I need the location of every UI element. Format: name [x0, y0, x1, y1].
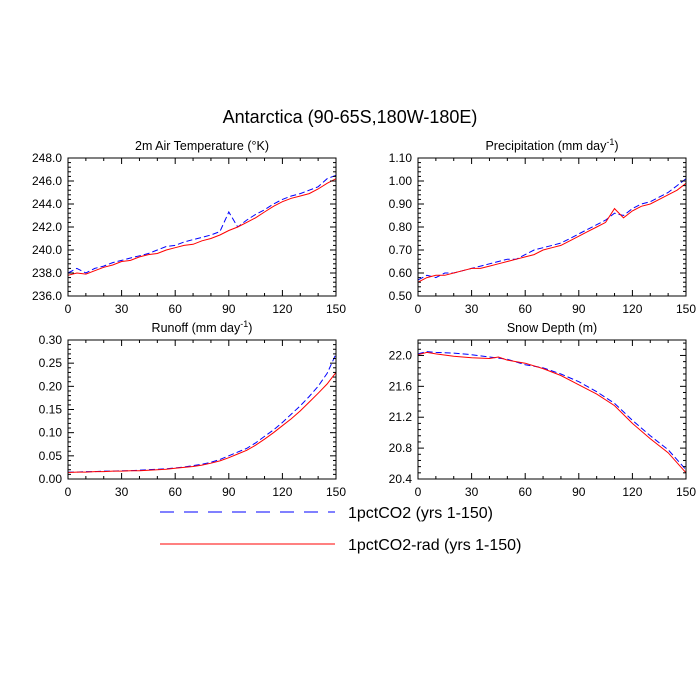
panel-2m-air-temperature-k-x-tick-label: 0: [65, 302, 72, 316]
panel-runoff-mm-day-x-tick-label: 150: [326, 485, 346, 499]
panel-2m-air-temperature-k: 2m Air Temperature (°K) 0 30 60 90 120 150 236.…: [32, 139, 346, 316]
panel-snow-depth-m-y-tick-label: 20.8: [389, 441, 413, 455]
panel-2m-air-temperature-k-x-tick-label: 30: [115, 302, 129, 316]
panel-2m-air-temperature-k-series-1pctco2-yrs-1-150: [67, 174, 337, 274]
panel-runoff-mm-day-series-1pctco2-rad-yrs-1-150: [67, 372, 337, 473]
panel-runoff-mm-day-x-tick-label: 30: [115, 485, 129, 499]
panel-runoff-mm-day-x-tick-label: 120: [272, 485, 292, 499]
panel-2m-air-temperature-k-title: 2m Air Temperature (°K): [135, 139, 269, 153]
panel-snow-depth-m-x-tick-label: 90: [572, 485, 586, 499]
panel-2m-air-temperature-k-y-tick-label: 244.0: [32, 197, 62, 211]
panel-snow-depth-m-x-tick-label: 150: [676, 485, 696, 499]
panel-precipitation-mm-day-x-tick-label: 150: [676, 302, 696, 316]
panel-snow-depth-m: Snow Depth (m) 0 30 60 90 120 150 20.4 20.8 21.2 2…: [389, 321, 697, 499]
panel-precipitation-mm-day-title: Precipitation (mm day-1): [485, 137, 618, 153]
panel-snow-depth-m-y-tick-label: 20.4: [389, 472, 413, 486]
panel-snow-depth-m-title: Snow Depth (m): [507, 321, 597, 335]
panel-runoff-mm-day-x-tick-label: 60: [169, 485, 183, 499]
panel-runoff-mm-day-y-tick-label: 0.20: [39, 379, 63, 393]
panel-2m-air-temperature-k-x-tick-label: 60: [169, 302, 183, 316]
legend-label-1pctCO2: 1pctCO2 (yrs 1-150): [348, 505, 493, 522]
panel-snow-depth-m-y-tick-label: 21.2: [389, 410, 413, 424]
panel-precipitation-mm-day-x-tick-label: 120: [622, 302, 642, 316]
panel-2m-air-temperature-k-x-tick-label: 150: [326, 302, 346, 316]
panel-2m-air-temperature-k-y-tick-label: 248.0: [32, 151, 62, 165]
panel-snow-depth-m-x-tick-label: 120: [622, 485, 642, 499]
panel-runoff-mm-day-title: Runoff (mm day-1): [152, 319, 253, 335]
panel-snow-depth-m-frame: [417, 339, 687, 480]
panel-precipitation-mm-day-y-tick-label: 0.60: [389, 266, 413, 280]
panel-runoff-mm-day-x-tick-label: 0: [65, 485, 72, 499]
panel-precipitation-mm-day-series-1pctco2-rad-yrs-1-150: [417, 182, 687, 283]
panel-runoff-mm-day-y-tick-label: 0.30: [39, 333, 63, 347]
figure-title: Antarctica (90-65S,180W-180E): [223, 107, 478, 127]
panel-snow-depth-m-y-tick-label: 22.0: [389, 348, 413, 362]
panel-runoff-mm-day: Runoff (mm day-1) 0 30 60 90 120 150 0.00 0.05 0.…: [39, 319, 347, 499]
legend-label-1pctCO2-rad: 1pctCO2-rad (yrs 1-150): [348, 537, 521, 554]
panel-2m-air-temperature-k-y-tick-label: 246.0: [32, 174, 62, 188]
panel-precipitation-mm-day-x-tick-label: 30: [465, 302, 479, 316]
panel-runoff-mm-day-series-1pctco2-yrs-1-150: [68, 353, 337, 473]
panel-precipitation-mm-day-y-tick-label: 0.80: [389, 220, 413, 234]
panel-runoff-mm-day-y-tick-label: 0.00: [39, 472, 63, 486]
panel-precipitation-mm-day-y-tick-label: 0.90: [389, 197, 413, 211]
panel-snow-depth-m-series-1pctco2-yrs-1-150: [417, 351, 687, 471]
panel-precipitation-mm-day-x-tick-label: 0: [415, 302, 422, 316]
legend: 1pctCO2 (yrs 1-150) 1pctCO2-rad (yrs 1-1…: [160, 505, 521, 554]
panel-precipitation-mm-day-y-tick-label: 0.70: [389, 243, 413, 257]
panel-runoff-mm-day-y-tick-label: 0.25: [39, 356, 63, 370]
panel-2m-air-temperature-k-y-tick-label: 242.0: [32, 220, 62, 234]
panel-snow-depth-m-y-tick-label: 21.6: [389, 379, 413, 393]
panel-precipitation-mm-day-y-tick-label: 0.50: [389, 289, 413, 303]
panel-2m-air-temperature-k-y-tick-label: 240.0: [32, 243, 62, 257]
panel-2m-air-temperature-k-y-tick-label: 236.0: [32, 289, 62, 303]
panel-runoff-mm-day-y-tick-label: 0.10: [39, 426, 63, 440]
panel-precipitation-mm-day-x-tick-label: 90: [572, 302, 586, 316]
panel-snow-depth-m-x-tick-label: 0: [415, 485, 422, 499]
chart-panels: 2m Air Temperature (°K) 0 30 60 90 120 150 236.…: [32, 137, 696, 499]
panel-runoff-mm-day-y-tick-label: 0.05: [39, 449, 63, 463]
panel-2m-air-temperature-k-x-tick-label: 90: [222, 302, 236, 316]
panel-2m-air-temperature-k-y-tick-label: 238.0: [32, 266, 62, 280]
panel-precipitation-mm-day-y-tick-label: 1.10: [389, 151, 413, 165]
panel-runoff-mm-day-x-tick-label: 90: [222, 485, 236, 499]
panel-2m-air-temperature-k-x-tick-label: 120: [272, 302, 292, 316]
panel-snow-depth-m-x-tick-label: 30: [465, 485, 479, 499]
panel-precipitation-mm-day-y-tick-label: 1.00: [389, 174, 413, 188]
panel-runoff-mm-day-y-tick-label: 0.15: [39, 403, 63, 417]
panel-2m-air-temperature-k-series-1pctco2-rad-yrs-1-150: [67, 178, 337, 276]
panel-precipitation-mm-day-x-tick-label: 60: [519, 302, 533, 316]
panel-precipitation-mm-day: Precipitation (mm day-1) 0 30 60 90 120 150 0.5…: [389, 137, 697, 316]
panel-snow-depth-m-series-1pctco2-rad-yrs-1-150: [417, 351, 687, 474]
panel-snow-depth-m-x-tick-label: 60: [519, 485, 533, 499]
